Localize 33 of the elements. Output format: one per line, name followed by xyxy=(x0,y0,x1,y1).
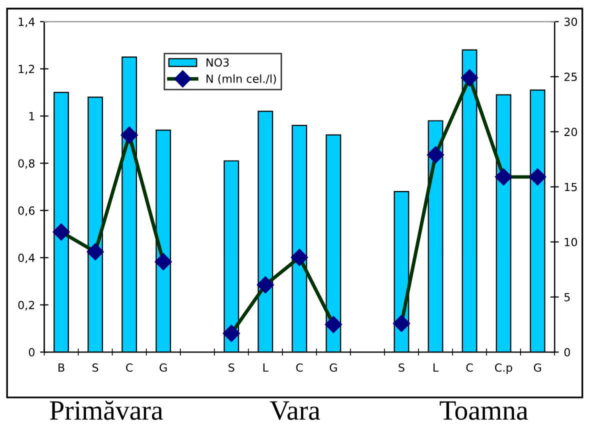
y-tick-label: 0,2 xyxy=(18,300,34,310)
text: Vara xyxy=(270,401,320,420)
text: Toamna xyxy=(440,401,528,420)
y2-tick-label: 25 xyxy=(564,72,577,82)
x-tick-label: C xyxy=(296,363,303,372)
x-tick-label: L xyxy=(434,364,439,372)
legend-label: N (mln cel./l) xyxy=(206,74,276,84)
x-tick-label: B xyxy=(58,364,64,372)
x-tick-label: S xyxy=(92,363,98,372)
x-tick-label: G xyxy=(330,363,337,372)
y2-tick-label: 15 xyxy=(564,182,577,192)
text: Primăvara xyxy=(50,400,163,420)
x-tick-label: G xyxy=(160,363,167,372)
y2-tick-label: 0 xyxy=(564,348,570,356)
legend-label: NO3 xyxy=(206,58,229,67)
x-tick-label: C xyxy=(466,363,473,372)
y2-tick-label: 30 xyxy=(564,18,578,26)
y-tick-label: 0,6 xyxy=(18,206,35,216)
y-tick-label: 1,2 xyxy=(18,64,34,74)
x-tick-label: C xyxy=(126,363,133,372)
y2-tick-label: 10 xyxy=(564,238,578,246)
x-tick-label: L xyxy=(263,364,268,372)
y-tick-label: 0,8 xyxy=(18,159,34,169)
x-tick-label: C.p xyxy=(495,363,512,374)
y2-tick-label: 5 xyxy=(564,293,570,302)
x-tick-label: G xyxy=(534,363,541,372)
y-tick-label: 1,4 xyxy=(18,18,35,28)
y-tick-label: 1 xyxy=(29,112,34,120)
y2-tick-label: 20 xyxy=(564,128,578,136)
y-tick-label: 0 xyxy=(28,348,34,356)
y-tick-label: 0,4 xyxy=(18,254,35,264)
x-tick-label: S xyxy=(228,363,234,372)
x-tick-label: S xyxy=(398,363,404,372)
